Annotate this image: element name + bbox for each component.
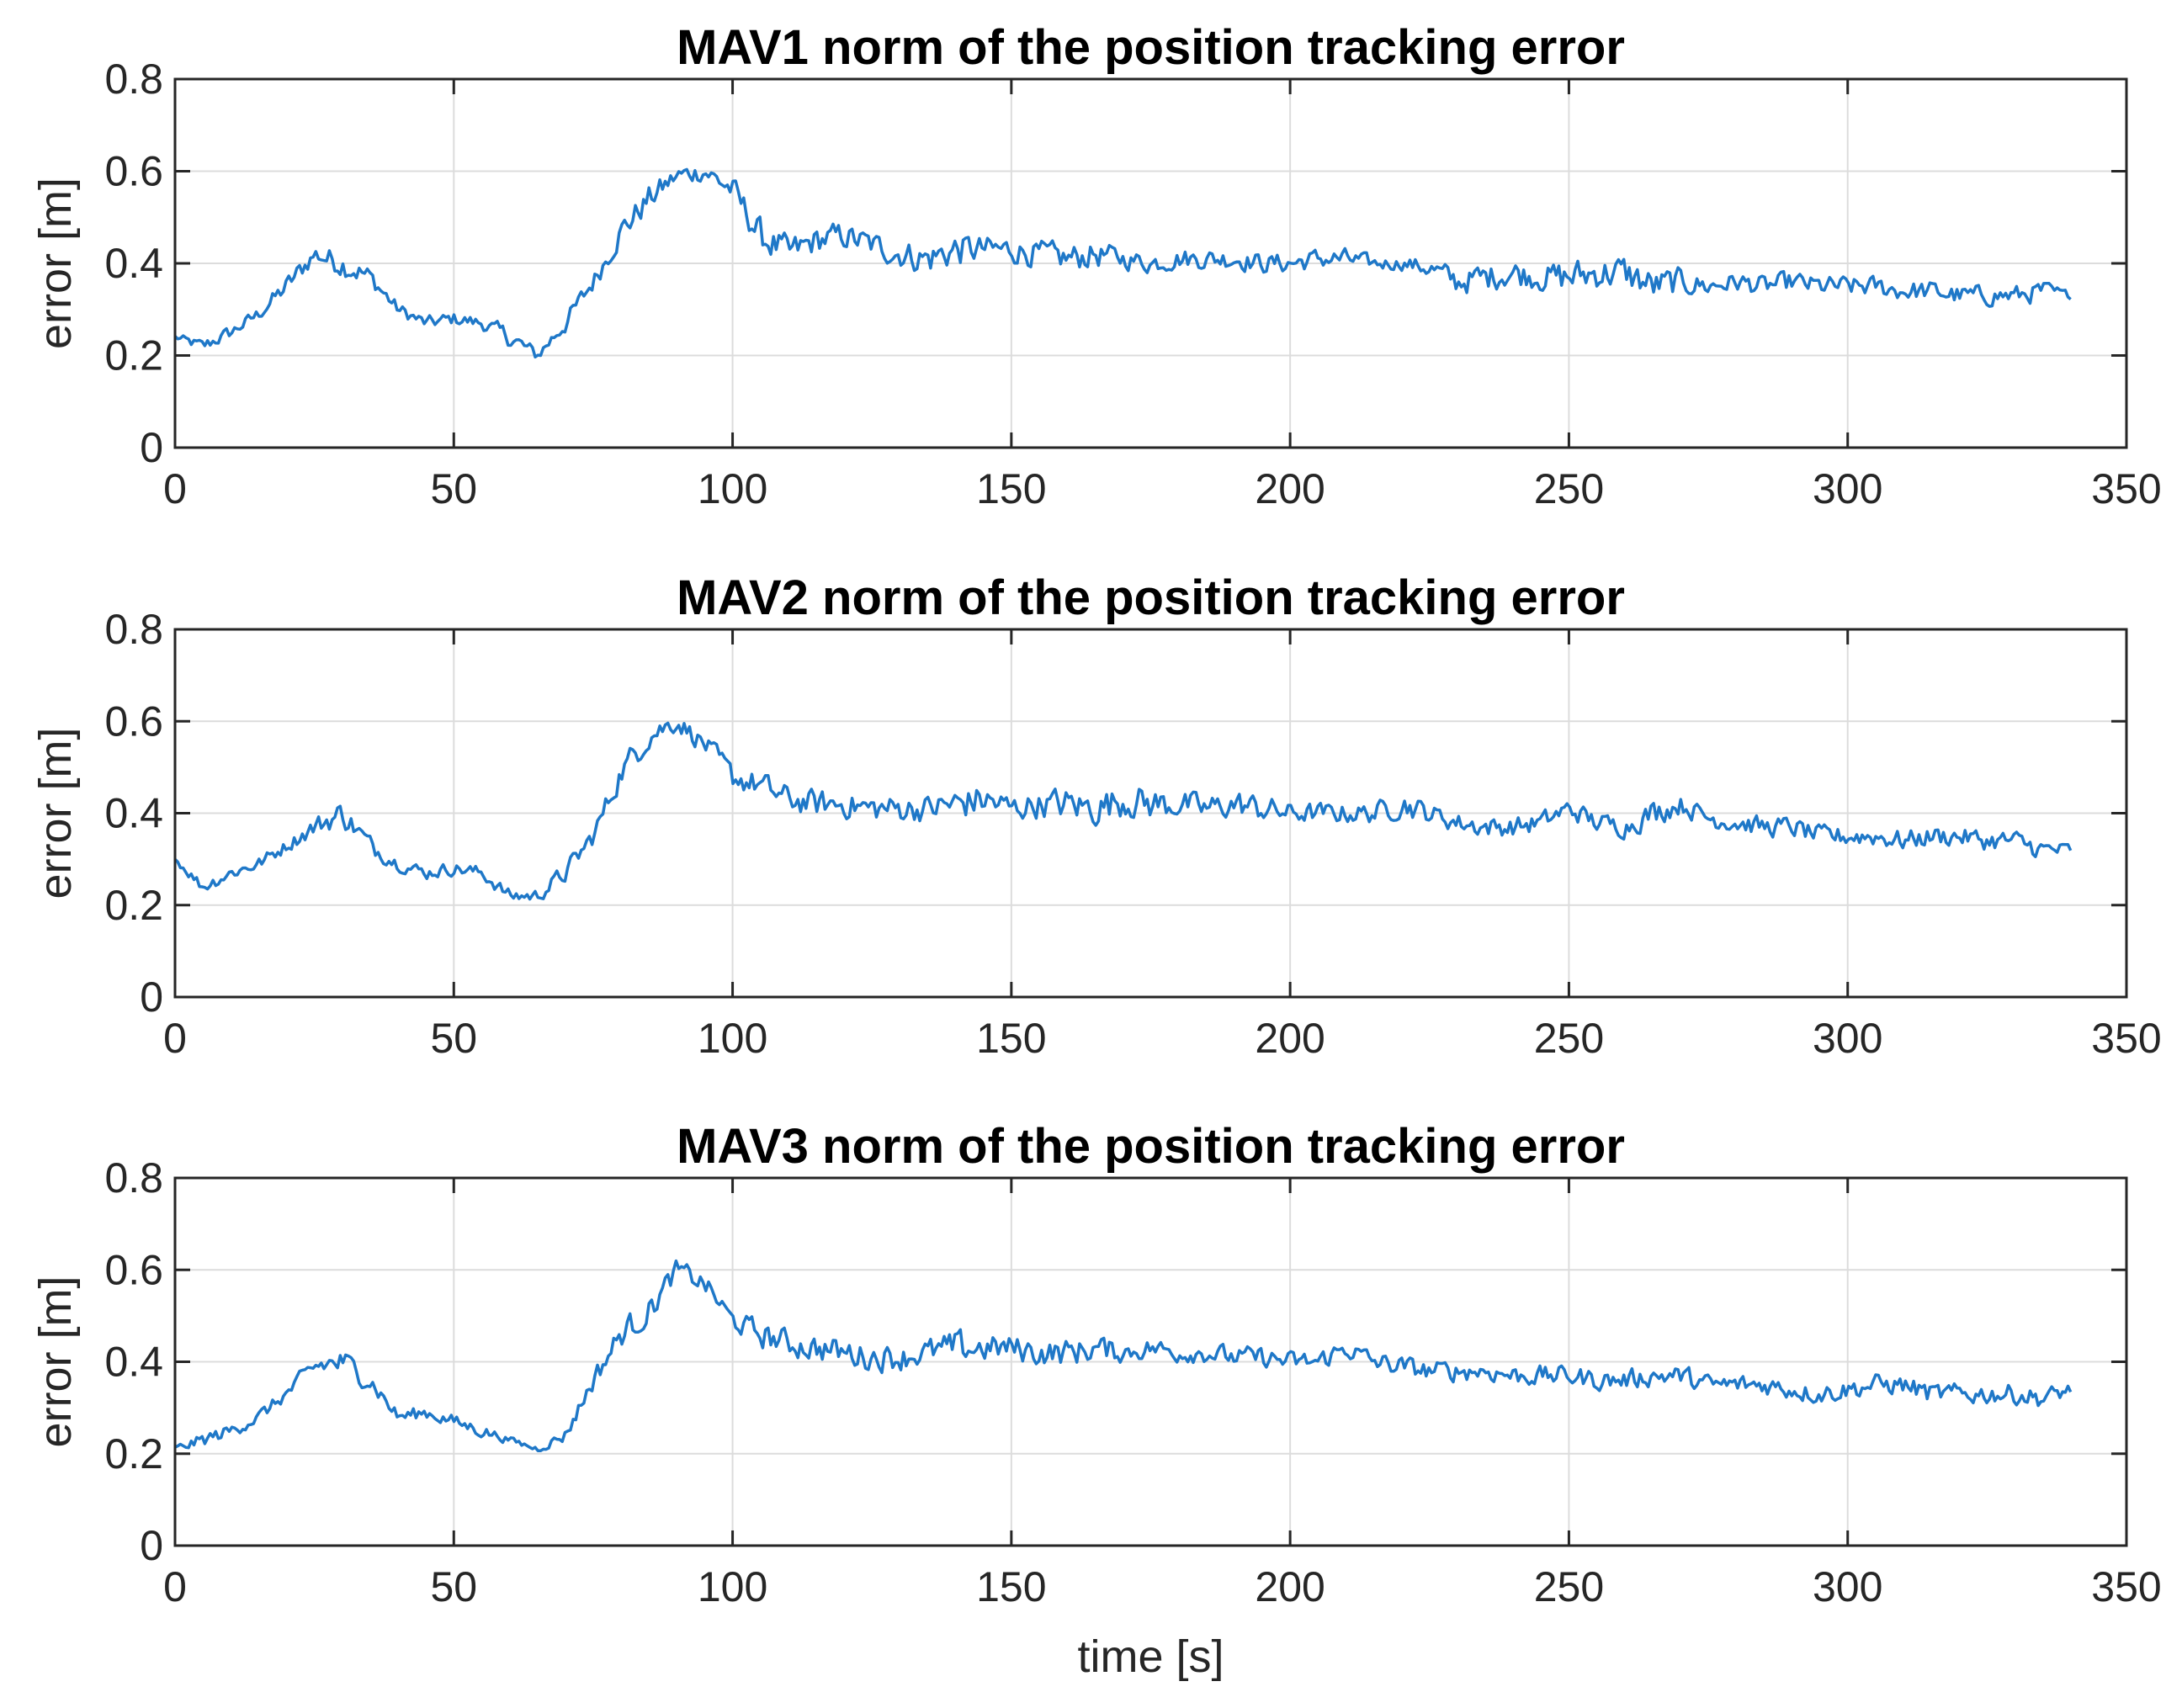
y-tick-label: 0.4	[104, 240, 163, 287]
x-tick-label: 250	[1534, 1563, 1604, 1610]
y-tick-label: 0.6	[104, 148, 163, 195]
y-tick-label: 0.8	[104, 606, 163, 653]
chart-title: MAV2 norm of the position tracking error	[677, 570, 1625, 625]
x-tick-label: 350	[2091, 1015, 2161, 1062]
y-tick-label: 0	[140, 973, 163, 1021]
x-tick-label: 100	[698, 1563, 767, 1610]
y-axis-label: error [m]	[30, 727, 81, 899]
x-tick-label: 50	[430, 465, 477, 512]
y-tick-label: 0.6	[104, 1246, 163, 1293]
y-tick-label: 0.8	[104, 56, 163, 103]
y-tick-label: 0.8	[104, 1154, 163, 1201]
x-tick-label: 250	[1534, 1015, 1604, 1062]
y-tick-label: 0.2	[104, 882, 163, 929]
x-tick-label: 200	[1255, 1015, 1325, 1062]
y-axis-label: error [m]	[30, 1276, 81, 1447]
x-tick-label: 100	[698, 465, 767, 512]
y-tick-label: 0	[140, 424, 163, 471]
x-tick-label: 150	[976, 1015, 1046, 1062]
x-tick-label: 300	[1813, 465, 1882, 512]
x-tick-label: 350	[2091, 465, 2161, 512]
y-tick-label: 0.4	[104, 790, 163, 837]
x-tick-label: 300	[1813, 1563, 1882, 1610]
y-tick-label: 0.6	[104, 698, 163, 745]
y-tick-label: 0.2	[104, 332, 163, 379]
y-axis-label: error [m]	[30, 178, 81, 349]
series-line-mav3	[174, 1259, 2073, 1453]
x-tick-label: 0	[163, 1015, 187, 1062]
x-tick-label: 150	[976, 1563, 1046, 1610]
x-tick-label: 300	[1813, 1015, 1882, 1062]
x-tick-label: 200	[1255, 465, 1325, 512]
chart-title: MAV1 norm of the position tracking error	[677, 20, 1625, 75]
x-tick-label: 100	[698, 1015, 767, 1062]
x-tick-label: 50	[430, 1563, 477, 1610]
x-tick-label: 350	[2091, 1563, 2161, 1610]
x-tick-label: 50	[430, 1015, 477, 1062]
y-tick-label: 0	[140, 1522, 163, 1569]
chart-title: MAV3 norm of the position tracking error	[677, 1119, 1625, 1174]
x-axis-label: time [s]	[1077, 1631, 1224, 1682]
series-line-mav1	[173, 167, 2072, 359]
y-tick-label: 0.2	[104, 1430, 163, 1477]
x-tick-label: 0	[163, 1563, 187, 1610]
x-tick-label: 200	[1255, 1563, 1325, 1610]
x-tick-label: 0	[163, 465, 187, 512]
x-tick-label: 150	[976, 465, 1046, 512]
series-line-mav2	[173, 721, 2073, 901]
x-tick-label: 250	[1534, 465, 1604, 512]
y-tick-label: 0.4	[104, 1339, 163, 1386]
